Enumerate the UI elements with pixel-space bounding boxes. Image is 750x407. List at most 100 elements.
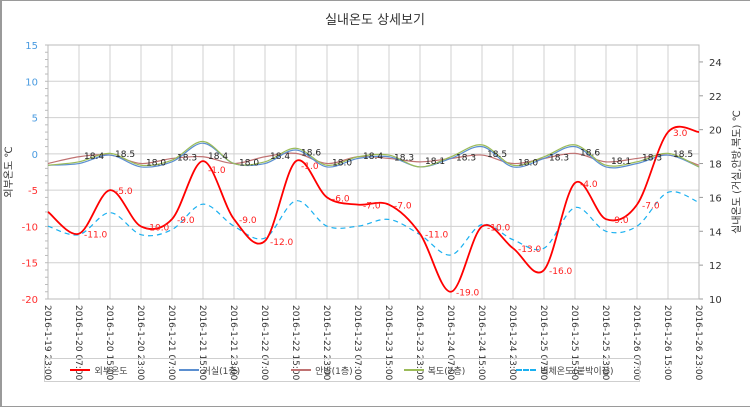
data-label: -5.0 <box>115 187 133 197</box>
x-tick-label: 2016-1-22 15:00 <box>290 305 300 381</box>
x-tick-label: 2016-1-26 15:00 <box>662 305 672 381</box>
x-tick-label: 2016-1-25 07:00 <box>538 305 548 381</box>
data-label: -1.0 <box>208 166 226 176</box>
data-label: 18.0 <box>518 159 538 169</box>
series-line-3 <box>47 140 700 168</box>
left-axis-title: 외부온도 ℃ <box>3 146 15 197</box>
data-label: 18.0 <box>239 159 259 169</box>
data-label: -11.0 <box>84 231 108 241</box>
legend-item: 안방(1층) <box>291 364 353 377</box>
data-label: 18.3 <box>177 153 197 163</box>
right-tick-label: 22 <box>709 92 722 103</box>
right-tick-label: 18 <box>709 160 722 171</box>
x-tick-label: 2016-1-23 15:00 <box>383 305 393 381</box>
data-label: -19.0 <box>456 289 480 299</box>
data-label: 18.1 <box>425 157 445 167</box>
legend-label: 거실(1층) <box>202 366 241 377</box>
right-tick-label: 10 <box>709 295 722 306</box>
legend-item: 거실(1층) <box>178 364 241 377</box>
left-tick-label: 0 <box>32 150 38 161</box>
legend-item: 벽체온도(붙박이장) <box>516 364 613 377</box>
data-label: 3.0 <box>673 129 688 139</box>
legend-swatch <box>70 369 91 371</box>
data-label: 18.4 <box>208 152 228 162</box>
data-label: 18.3 <box>394 153 414 163</box>
x-tick-label: 2016-1-22 07:00 <box>259 305 269 381</box>
data-label: -7.0 <box>394 202 412 212</box>
data-label: 18.3 <box>642 153 662 163</box>
x-tick-label: 2016-1-25 23:00 <box>600 305 610 381</box>
series-line-1 <box>47 142 700 169</box>
data-label: -7.0 <box>642 202 660 212</box>
data-label: 18.5 <box>487 150 507 160</box>
legend-swatch <box>291 369 312 371</box>
right-tick-label: 20 <box>709 126 722 137</box>
data-label: 18.5 <box>673 150 693 160</box>
left-tick-label: 5 <box>32 114 38 125</box>
x-tick-label: 2016-1-24 15:00 <box>476 305 486 381</box>
x-tick-label: 2016-1-24 07:00 <box>445 305 455 381</box>
x-tick-label: 2016-1-21 07:00 <box>166 305 176 381</box>
right-axis-title: 실내온도 (거실,안방,복도) ℃ <box>731 110 743 234</box>
series-line-0 <box>47 125 700 293</box>
data-label: 18.5 <box>115 150 135 160</box>
data-label: -10.0 <box>487 223 511 233</box>
x-tick-label: 2016-1-26 23:00 <box>693 305 703 381</box>
plot-area <box>47 44 700 300</box>
data-label: -10.0 <box>146 223 170 233</box>
data-label: -11.0 <box>425 231 449 241</box>
data-label: 18.6 <box>580 148 600 158</box>
x-tick-label: 2016-1-19 23:00 <box>42 305 52 381</box>
right-tick-label: 24 <box>709 58 722 69</box>
legend-swatch <box>178 369 199 371</box>
data-label: -9.0 <box>611 216 629 226</box>
data-label: -4.0 <box>580 180 598 190</box>
x-tick-label: 2016-1-23 23:00 <box>414 305 424 381</box>
x-tick-label: 2016-1-21 15:00 <box>197 305 207 381</box>
data-label: 18.0 <box>146 159 166 169</box>
legend-swatch <box>516 369 537 371</box>
data-label: -6.0 <box>332 194 350 204</box>
x-tick-label: 2016-1-26 07:00 <box>631 305 641 381</box>
data-label: -1.0 <box>301 162 319 172</box>
data-label: 18.4 <box>84 152 104 162</box>
legend-label: 외부온도 <box>94 366 128 377</box>
data-label: 18.3 <box>549 153 569 163</box>
right-tick-label: 12 <box>709 261 722 272</box>
legend-item: 복도(2층) <box>403 364 466 377</box>
data-label: 18.3 <box>456 153 476 163</box>
data-label: 18.1 <box>611 157 631 167</box>
legend-swatch <box>403 369 424 371</box>
chart-title: 실내온도 상세보기 <box>325 13 425 28</box>
legend-item: 외부온도 <box>70 364 128 377</box>
data-label: -9.0 <box>177 216 195 226</box>
data-label: -13.0 <box>518 245 542 255</box>
data-label: 18.4 <box>270 152 290 162</box>
data-label: -16.0 <box>549 267 573 277</box>
data-label: 18.0 <box>332 159 352 169</box>
x-tick-label: 2016-1-23 07:00 <box>352 305 362 381</box>
x-tick-label: 2016-1-24 23:00 <box>507 305 517 381</box>
right-tick-label: 16 <box>709 193 722 204</box>
legend: 외부온도 거실(1층) 안방(1층) 복도(2층) 벽체온도(붙박이장) <box>44 358 640 382</box>
legend-label: 복도(2층) <box>427 366 466 377</box>
legend-label: 안방(1층) <box>315 366 353 377</box>
left-tick-label: -15 <box>22 259 38 270</box>
left-tick-label: -5 <box>28 186 38 197</box>
left-tick-label: -20 <box>22 295 38 306</box>
right-tick-label: 14 <box>709 227 722 238</box>
left-tick-label: 15 <box>25 41 38 52</box>
x-tick-label: 2016-1-25 15:00 <box>569 305 579 381</box>
legend-label: 벽체온도(붙박이장) <box>540 366 614 377</box>
x-tick-label: 2016-1-20 15:00 <box>104 305 114 381</box>
data-label: -12.0 <box>270 238 294 248</box>
data-label: 18.6 <box>301 148 321 158</box>
x-tick-label: 2016-1-22 23:00 <box>321 305 331 381</box>
x-tick-label: 2016-1-20 07:00 <box>73 305 83 381</box>
data-label: -9.0 <box>239 216 257 226</box>
data-label: -7.0 <box>363 202 381 212</box>
left-tick-label: -10 <box>22 222 38 233</box>
x-tick-label: 2016-1-21 23:00 <box>228 305 238 381</box>
x-tick-label: 2016-1-20 23:00 <box>135 305 145 381</box>
